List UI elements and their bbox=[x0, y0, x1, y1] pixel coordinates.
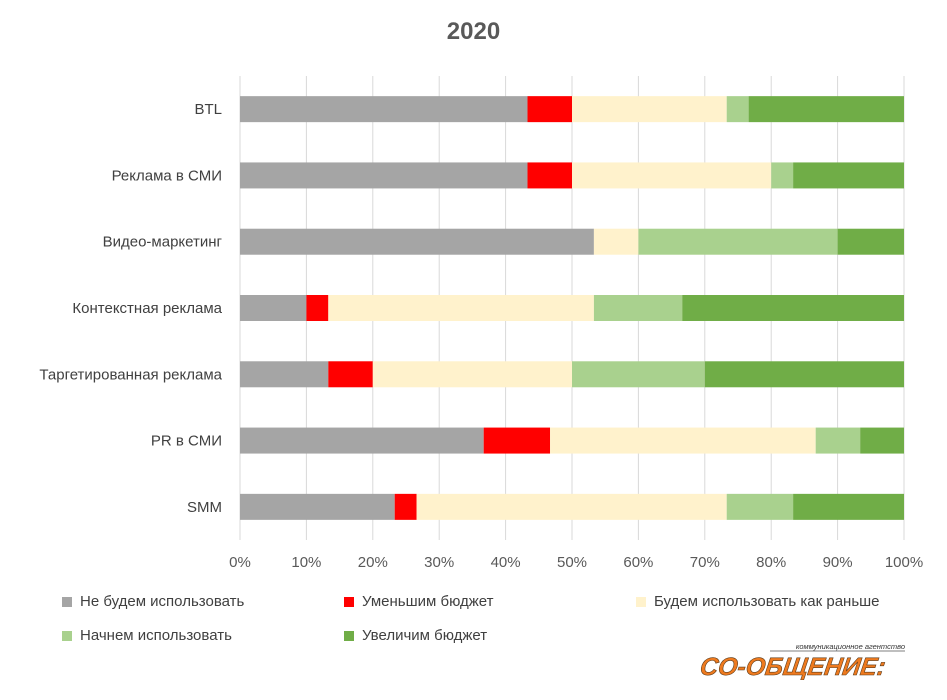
legend-label: Будем использовать как раньше bbox=[654, 593, 880, 610]
x-tick-label: 50% bbox=[557, 554, 587, 571]
legend-label: Уменьшим бюджет bbox=[362, 593, 494, 610]
legend-label: Не будем использовать bbox=[80, 593, 245, 610]
legend-item: Уменьшим бюджет bbox=[344, 593, 494, 610]
bar-segment bbox=[328, 361, 373, 388]
bar-segment bbox=[860, 427, 904, 454]
bar-segment bbox=[416, 493, 727, 520]
chart-plot: BTL Реклама в СМИ Видео-маркетинг Контекстн… bbox=[39, 76, 923, 571]
bar-segment bbox=[726, 96, 749, 123]
chart-title: 2020 bbox=[446, 18, 501, 45]
legend-label: Увеличим бюджет bbox=[362, 627, 488, 644]
bar-segment bbox=[638, 228, 838, 255]
bar-segment bbox=[837, 228, 904, 255]
bar-segment bbox=[240, 162, 528, 189]
bar-segment bbox=[682, 295, 904, 321]
bar-segment bbox=[771, 162, 794, 189]
x-tick-label: 70% bbox=[690, 554, 720, 571]
category-label: Видео-маркетинг bbox=[103, 234, 223, 251]
category-label: SMM bbox=[187, 499, 222, 516]
x-tick-label: 10% bbox=[291, 554, 321, 571]
bar-segment bbox=[306, 295, 329, 321]
bar-segment bbox=[572, 96, 727, 123]
bar-segment bbox=[240, 228, 594, 255]
x-tick-label: 80% bbox=[756, 554, 786, 571]
legend-swatch bbox=[344, 596, 354, 607]
bar-segment bbox=[240, 493, 395, 520]
bar-segment bbox=[793, 162, 904, 189]
x-tick-label: 100% bbox=[885, 554, 923, 571]
legend-item: Не будем использовать bbox=[62, 593, 244, 610]
bar-segment bbox=[793, 493, 904, 520]
bar-segment bbox=[593, 228, 639, 255]
legend-swatch bbox=[62, 596, 72, 607]
bar-segment bbox=[572, 162, 772, 189]
bar-segment bbox=[704, 361, 904, 388]
bar-segment bbox=[240, 361, 329, 388]
bar-segment bbox=[726, 493, 794, 520]
x-tick-label: 90% bbox=[823, 554, 853, 571]
legend-swatch bbox=[636, 596, 646, 607]
bar-segment bbox=[240, 295, 307, 321]
category-label: Контекстная реклама bbox=[72, 300, 222, 317]
agency-logo: коммуникационное агентство СО-ОБЩЕНИЕ: bbox=[700, 642, 905, 680]
legend-label: Начнем использовать bbox=[80, 627, 232, 644]
bar-segment bbox=[815, 427, 861, 454]
bar-segment bbox=[572, 361, 705, 388]
bar-segment bbox=[483, 427, 551, 454]
bar-segment bbox=[527, 96, 572, 123]
category-label: Реклама в СМИ bbox=[112, 167, 222, 184]
logo-wordmark: СО-ОБЩЕНИЕ: bbox=[700, 653, 887, 680]
category-label: Таргетированная реклама bbox=[39, 366, 222, 383]
legend-item: Увеличим бюджет bbox=[344, 627, 487, 644]
x-tick-label: 40% bbox=[491, 554, 521, 571]
legend-item: Будем использовать как раньше bbox=[636, 593, 880, 610]
bar-segment bbox=[748, 96, 904, 123]
bar-segment bbox=[372, 361, 572, 388]
bar-segment bbox=[527, 162, 572, 189]
category-label: PR в СМИ bbox=[151, 433, 222, 450]
legend-item: Начнем использовать bbox=[62, 627, 232, 644]
x-tick-label: 30% bbox=[424, 554, 454, 571]
bar-segment bbox=[240, 427, 484, 454]
bar-segment bbox=[240, 96, 528, 123]
category-label: BTL bbox=[194, 101, 222, 118]
legend-swatch bbox=[344, 630, 354, 641]
bar-segment bbox=[550, 427, 816, 454]
bar-segment bbox=[328, 295, 594, 321]
legend-swatch bbox=[62, 630, 72, 641]
logo-tagline: коммуникационное агентство bbox=[796, 642, 905, 651]
x-tick-label: 0% bbox=[229, 554, 251, 571]
x-tick-label: 60% bbox=[623, 554, 653, 571]
bar-segment bbox=[593, 295, 683, 321]
bar-segment bbox=[394, 493, 417, 520]
x-tick-label: 20% bbox=[358, 554, 388, 571]
